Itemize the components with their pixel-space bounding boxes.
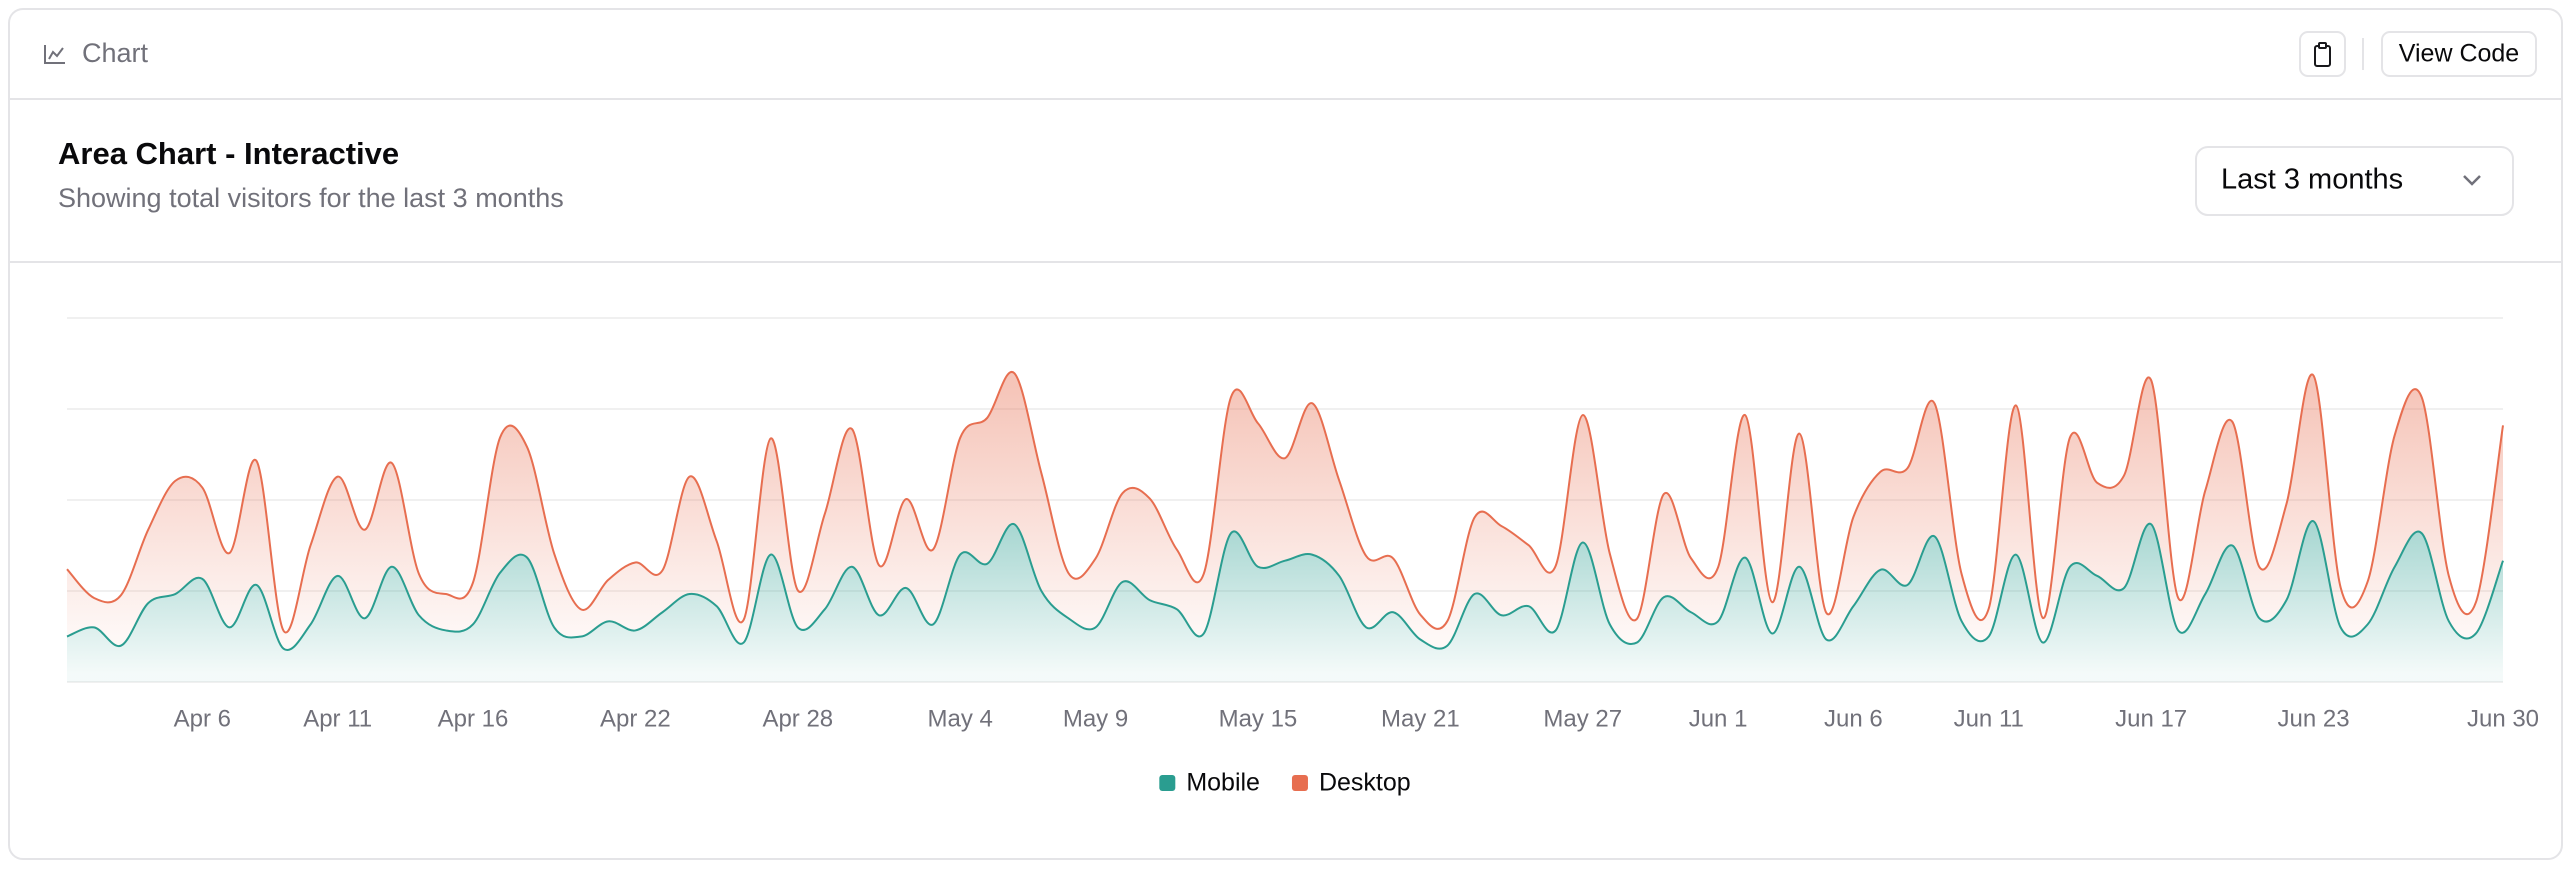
toolbar-label: Chart xyxy=(82,38,149,68)
legend-swatch xyxy=(1291,775,1308,791)
x-tick-label: May 27 xyxy=(1543,705,1622,732)
legend-item: Desktop xyxy=(1291,769,1411,797)
chart-icon xyxy=(44,45,65,64)
x-tick-label: Apr 6 xyxy=(174,705,231,732)
line xyxy=(66,370,2504,634)
x-tick-label: Jun 6 xyxy=(1824,705,1883,732)
line xyxy=(66,520,2504,651)
x-tick-label: May 9 xyxy=(1063,705,1128,732)
x-tick-label: Apr 22 xyxy=(600,705,671,732)
x-tick-label: May 15 xyxy=(1219,705,1298,732)
range-select-label: Last 3 months xyxy=(2221,164,2403,196)
legend-label: Desktop xyxy=(1319,769,1411,797)
clipboard-icon xyxy=(2314,42,2331,67)
view-code-label: View Code xyxy=(2399,40,2519,68)
x-tick-label: May 4 xyxy=(928,705,993,732)
legend-item: Mobile xyxy=(1159,769,1260,797)
x-tick-label: Jun 23 xyxy=(2278,705,2350,732)
x-tick-label: Jun 30 xyxy=(2467,705,2539,732)
view-code-button[interactable] xyxy=(2381,31,2537,77)
copy-button[interactable] xyxy=(2299,31,2346,77)
chart-subtitle: Showing total visitors for the last 3 mo… xyxy=(58,183,564,213)
plot: Apr 6 Apr 11 Apr 16 Apr 22 Apr 28 May 4 May 9 M… xyxy=(66,317,2539,797)
chart-title: Area Chart - Interactive xyxy=(58,136,399,171)
legend-swatch xyxy=(1159,775,1176,791)
x-tick-label: Apr 16 xyxy=(438,705,509,732)
area xyxy=(67,521,2503,682)
range-select[interactable] xyxy=(2195,146,2514,216)
x-tick-label: May 21 xyxy=(1381,705,1460,732)
x-tick-label: Jun 17 xyxy=(2115,705,2187,732)
legend-label: Mobile xyxy=(1186,769,1260,797)
x-tick-label: Apr 11 xyxy=(303,705,372,732)
area xyxy=(67,371,2503,650)
legend: Mobile Desktop xyxy=(1159,769,1411,797)
x-tick-label: Jun 11 xyxy=(1954,705,2024,732)
x-tick-label: Apr 28 xyxy=(762,705,833,732)
chevron-icon xyxy=(2463,175,2481,186)
x-tick-label: Jun 1 xyxy=(1689,705,1748,732)
